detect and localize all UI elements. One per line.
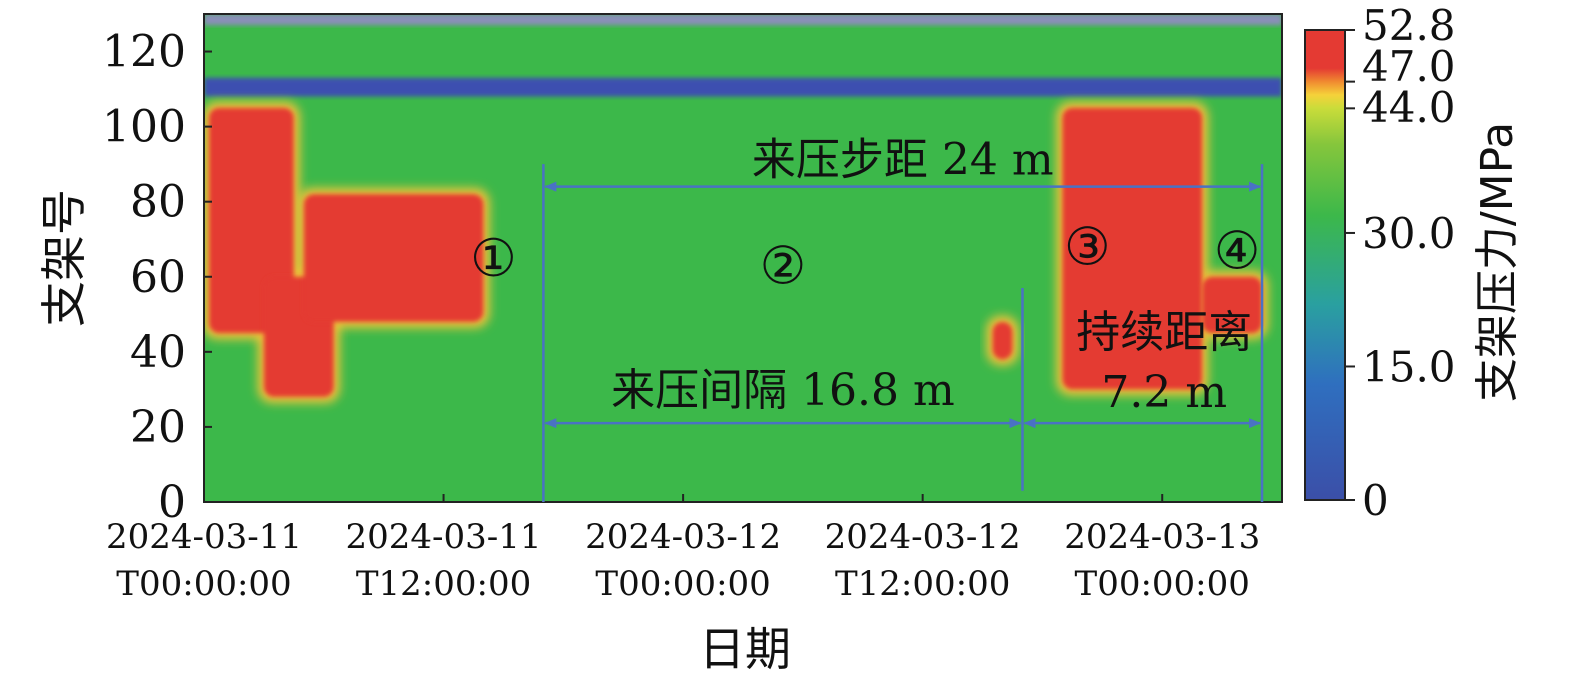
dimension-label: 7.2 m [1101, 367, 1227, 418]
colorbar-gradient [1304, 29, 1346, 501]
x-tick-label: T12:00:00 [835, 564, 1010, 604]
x-tick-label: 2024-03-11 [106, 517, 302, 557]
y-axis: 0 20 40 60 80 100 120 [102, 27, 212, 528]
low-pressure-band [204, 77, 1282, 97]
x-tick-label: 2024-03-12 [825, 517, 1021, 557]
colorbar-title: 支架压力/MPa [1472, 122, 1523, 402]
colorbar-tick-label: 30.0 [1362, 209, 1456, 258]
x-tick-label: 2024-03-12 [585, 517, 781, 557]
y-tick-label: 80 [130, 177, 186, 228]
stage-marker: ③ [1064, 218, 1111, 278]
x-tick-label: 2024-03-11 [346, 517, 542, 557]
low-pressure-band [204, 14, 1282, 26]
colorbar-tick-label: 47.0 [1362, 42, 1456, 91]
high-pressure-region [992, 321, 1013, 360]
colorbar-tick-label: 52.8 [1362, 1, 1456, 50]
x-tick-label: 2024-03-13 [1064, 517, 1260, 557]
heatmap-area [204, 14, 1282, 502]
x-tick-label: T00:00:00 [595, 564, 770, 604]
stage-marker: ① [470, 229, 517, 289]
colorbar-tick-label: 0 [1362, 476, 1389, 525]
high-pressure-region [303, 194, 484, 322]
annotations-layer: 来压步距 24 m 来压间隔 16.8 m 持续距离 7.2 m ① ② ③ ④ [470, 135, 1264, 502]
y-tick-label: 40 [130, 327, 186, 378]
high-pressure-region [208, 107, 294, 334]
x-tick-label: T00:00:00 [116, 564, 291, 604]
x-axis: 2024-03-11 T00:00:00 2024-03-11 T12:00:00 20… [106, 494, 1260, 604]
y-tick-label: 20 [130, 402, 186, 453]
y-tick-label: 120 [102, 27, 186, 78]
dimension-label: 来压步距 24 m [752, 135, 1054, 186]
y-tick-label: 0 [158, 477, 186, 528]
y-tick-label: 100 [102, 102, 186, 153]
x-tick-label: T12:00:00 [356, 564, 531, 604]
y-axis-title: 支架号 [37, 189, 91, 327]
colorbar: 0 15.0 30.0 44.047.052.8 [1304, 1, 1456, 525]
colorbar-tick-label: 44.0 [1362, 83, 1456, 132]
dimension-label: 持续距离 [1076, 307, 1252, 358]
colorbar-tick-label: 15.0 [1362, 342, 1456, 391]
x-axis-title: 日期 [699, 622, 791, 676]
x-tick-label: T00:00:00 [1075, 564, 1250, 604]
high-pressure-region [1202, 276, 1263, 334]
dimension-label: 来压间隔 16.8 m [611, 365, 955, 416]
stage-marker: ④ [1214, 221, 1261, 281]
y-tick-label: 60 [130, 252, 186, 303]
high-pressure-region [1062, 107, 1203, 390]
stage-marker: ② [760, 237, 807, 297]
plot-frame [203, 13, 1283, 503]
